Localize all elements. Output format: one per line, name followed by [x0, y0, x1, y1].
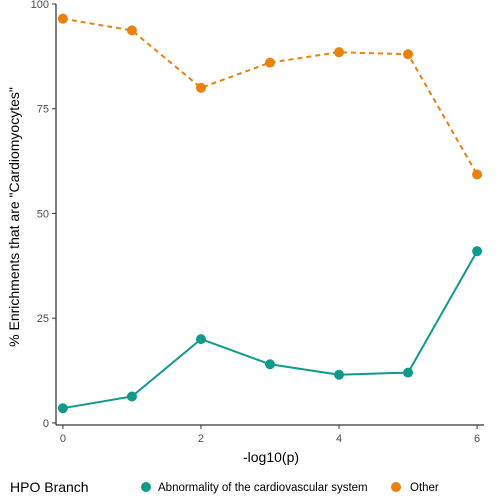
data-point	[126, 391, 137, 402]
data-point	[195, 82, 206, 93]
x-axis: 0 2 4 6	[56, 424, 484, 445]
y-axis: 0 25 50 75 100	[31, 0, 57, 430]
y-tick-label: 50	[37, 208, 49, 220]
series-line-1	[62, 250, 478, 410]
series-points	[57, 13, 483, 414]
data-point	[265, 359, 275, 370]
y-tick-label: 100	[31, 0, 49, 11]
data-point	[403, 49, 414, 60]
data-point	[57, 403, 68, 414]
y-tick-label: 0	[43, 418, 49, 430]
data-point	[472, 169, 483, 180]
x-tick-label: 6	[474, 433, 480, 445]
legend: HPO Branch Abnormality of the cardiovasc…	[10, 479, 439, 495]
y-axis-title: % Enrichments that are "Cardiomyocytes"	[6, 87, 22, 347]
x-axis-title: -log10(p)	[243, 449, 299, 465]
y-tick-label: 25	[37, 313, 49, 325]
data-point	[334, 47, 345, 58]
legend-items: Abnormality of the cardiovascular system…	[141, 482, 439, 494]
data-point	[126, 25, 137, 36]
legend-title: HPO Branch	[10, 479, 89, 495]
legend-label: Other	[410, 482, 439, 494]
legend-label: Abnormality of the cardiovascular system	[158, 482, 368, 494]
legend-key	[391, 482, 401, 492]
legend-key	[141, 482, 151, 492]
data-point	[57, 13, 68, 24]
series-lines	[62, 17, 478, 410]
data-point	[195, 334, 206, 345]
data-point	[334, 369, 345, 380]
x-tick-label: 0	[60, 433, 66, 445]
data-point	[472, 246, 483, 257]
series-line-2	[62, 17, 478, 175]
x-tick-label: 4	[336, 433, 342, 445]
y-tick-label: 75	[37, 104, 49, 116]
x-tick-label: 2	[198, 433, 204, 445]
data-point	[403, 367, 414, 378]
data-point	[265, 57, 275, 68]
